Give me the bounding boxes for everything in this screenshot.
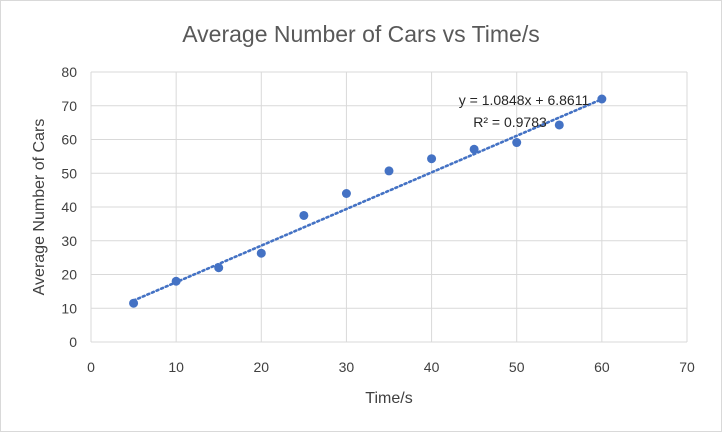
y-tick-label: 30: [61, 233, 77, 249]
data-point: [214, 263, 224, 273]
gridlines: [90, 71, 688, 343]
chart-title: Average Number of Cars vs Time/s: [182, 21, 539, 47]
data-point: [512, 138, 522, 148]
trendline-path: [132, 97, 604, 302]
x-tick-label: 30: [339, 359, 355, 375]
y-tick-label: 10: [61, 300, 77, 316]
x-tick-label: 20: [253, 359, 269, 375]
x-tick-label: 10: [168, 359, 184, 375]
x-tick-label: 60: [594, 359, 610, 375]
data-point: [384, 166, 394, 176]
y-tick-label: 50: [61, 165, 77, 181]
data-point: [597, 94, 607, 104]
x-tick-labels: 0 10 20 30 40 50 60 70: [87, 359, 695, 375]
y-tick-label: 80: [61, 64, 77, 80]
data-points: [129, 94, 607, 308]
data-point: [256, 248, 266, 258]
trendline-r-squared: R² = 0.9783: [473, 114, 547, 130]
data-point: [469, 144, 479, 154]
y-tick-label: 20: [61, 267, 77, 283]
data-point: [299, 210, 309, 220]
y-tick-label: 0: [69, 334, 77, 350]
y-tick-labels: 0 10 20 30 40 50 60 70 80: [61, 64, 77, 350]
data-point: [171, 276, 181, 286]
data-point: [427, 154, 437, 164]
data-point: [129, 298, 139, 308]
y-tick-label: 60: [61, 132, 77, 148]
trendline: [132, 97, 604, 302]
y-tick-label: 40: [61, 199, 77, 215]
x-tick-label: 40: [424, 359, 440, 375]
x-tick-label: 70: [679, 359, 695, 375]
x-axis-label: Time/s: [365, 390, 412, 407]
y-axis-label: Average Number of Cars: [31, 119, 48, 296]
trendline-equation: y = 1.0848x + 6.8611: [459, 92, 590, 108]
y-tick-label: 70: [61, 98, 77, 114]
x-tick-label: 50: [509, 359, 525, 375]
x-tick-label: 0: [87, 359, 95, 375]
data-point: [341, 189, 351, 198]
data-point: [554, 120, 564, 130]
